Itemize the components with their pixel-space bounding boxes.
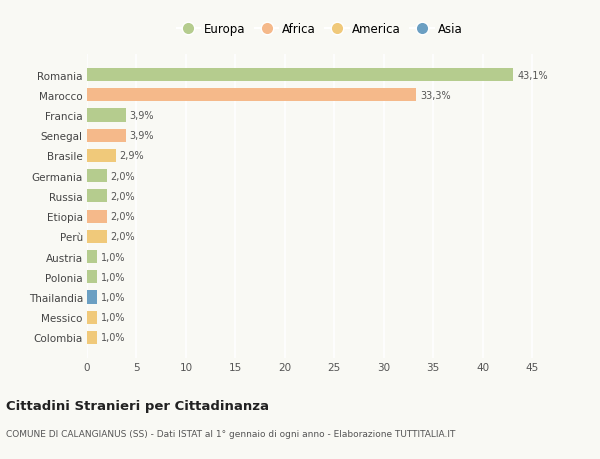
Text: Cittadini Stranieri per Cittadinanza: Cittadini Stranieri per Cittadinanza	[6, 399, 269, 412]
Bar	[87, 150, 116, 162]
Bar	[87, 311, 97, 324]
Bar	[87, 129, 125, 142]
Legend: Europa, Africa, America, Asia: Europa, Africa, America, Asia	[172, 18, 467, 41]
Text: 1,0%: 1,0%	[101, 252, 125, 262]
Text: 43,1%: 43,1%	[517, 70, 548, 80]
Bar	[87, 170, 107, 183]
Text: 3,9%: 3,9%	[130, 131, 154, 141]
Text: 1,0%: 1,0%	[101, 333, 125, 343]
Text: 3,9%: 3,9%	[130, 111, 154, 121]
Text: 2,0%: 2,0%	[111, 212, 136, 222]
Bar	[87, 109, 125, 122]
Bar	[87, 251, 97, 263]
Text: 1,0%: 1,0%	[101, 292, 125, 302]
Bar	[87, 190, 107, 203]
Bar	[87, 230, 107, 243]
Text: 1,0%: 1,0%	[101, 313, 125, 323]
Text: 2,9%: 2,9%	[119, 151, 144, 161]
Bar	[87, 331, 97, 344]
Text: 2,0%: 2,0%	[111, 171, 136, 181]
Text: 2,0%: 2,0%	[111, 191, 136, 202]
Text: 1,0%: 1,0%	[101, 272, 125, 282]
Bar	[87, 210, 107, 223]
Bar	[87, 69, 514, 82]
Bar	[87, 89, 416, 102]
Text: COMUNE DI CALANGIANUS (SS) - Dati ISTAT al 1° gennaio di ogni anno - Elaborazion: COMUNE DI CALANGIANUS (SS) - Dati ISTAT …	[6, 429, 455, 438]
Bar	[87, 271, 97, 284]
Bar	[87, 291, 97, 304]
Text: 33,3%: 33,3%	[421, 90, 451, 101]
Text: 2,0%: 2,0%	[111, 232, 136, 242]
